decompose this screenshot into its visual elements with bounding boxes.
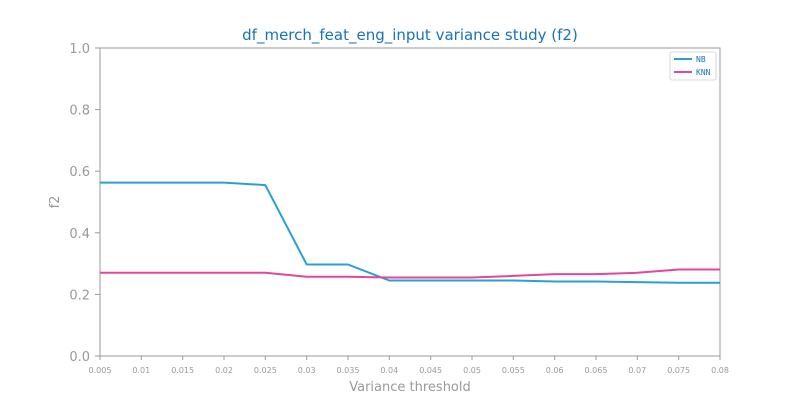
x-tick-label: 0.04 <box>380 366 398 375</box>
legend: NB KNN <box>669 51 717 81</box>
y-tick-label: 0.6 <box>69 165 90 180</box>
x-tick-label: 0.07 <box>628 366 646 375</box>
x-tick-label: 0.005 <box>89 366 112 375</box>
y-tick-label: 1.0 <box>69 42 90 57</box>
x-tick-label: 0.08 <box>711 366 729 375</box>
legend-label-nb: NB <box>696 55 706 64</box>
x-axis-label: Variance threshold <box>349 380 471 395</box>
x-tick-label: 0.055 <box>502 366 525 375</box>
x-tick-label: 0.05 <box>463 366 481 375</box>
x-tick-label: 0.03 <box>298 366 316 375</box>
x-tick-label: 0.045 <box>419 366 442 375</box>
y-axis-label: f2 <box>48 196 63 209</box>
y-tick-label: 0.8 <box>69 104 90 119</box>
chart-title: df_merch_feat_eng_input variance study (… <box>242 26 578 45</box>
series-line-knn <box>100 268 720 279</box>
x-tick-label: 0.015 <box>171 366 194 375</box>
y-tick-label: 0.0 <box>69 350 90 365</box>
x-tick-label: 0.02 <box>215 366 233 375</box>
y-tick-label: 0.2 <box>69 288 90 303</box>
y-tick-label: 0.4 <box>69 227 90 242</box>
series-layer <box>99 181 721 284</box>
x-axis: 0.005 0.01 0.015 0.02 0.025 0.03 0.035 0.04 0.04… <box>89 356 729 375</box>
x-tick-label: 0.025 <box>254 366 277 375</box>
x-tick-label: 0.06 <box>546 366 564 375</box>
x-tick-label: 0.01 <box>132 366 150 375</box>
x-tick-label: 0.065 <box>585 366 608 375</box>
legend-label-knn: KNN <box>696 68 711 77</box>
x-tick-label: 0.075 <box>667 366 690 375</box>
y-axis: 0.0 0.2 0.4 0.6 0.8 1.0 <box>69 42 100 365</box>
plot-area <box>99 47 721 357</box>
x-tick-label: 0.035 <box>337 366 360 375</box>
series-line-nb <box>100 181 720 284</box>
